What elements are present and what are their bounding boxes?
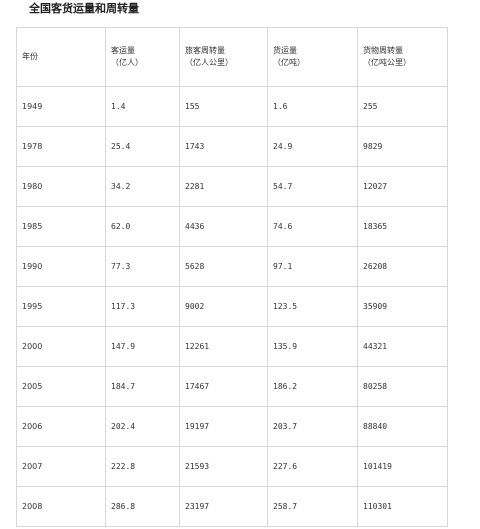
table-row: 1949 1.4 155 1.6 255 [16,86,448,127]
freight-cell: 1.6 [267,86,358,127]
freight-km-cell: 110301 [357,486,448,527]
freight-km-cell: 12027 [357,166,448,207]
freight-cell: 24.9 [267,126,358,167]
passenger-km-cell: 1743 [179,126,268,167]
year-cell: 1980 [16,166,106,207]
passenger-km-cell: 9002 [179,286,268,327]
passenger-km-cell: 4436 [179,206,268,247]
freight-km-cell: 9829 [357,126,448,167]
passenger-km-cell: 21593 [179,446,268,487]
year-cell: 1995 [16,286,106,327]
table-row: 1990 77.3 5628 97.1 26208 [16,246,448,287]
freight-cell: 258.7 [267,486,358,527]
header-passenger-km: 旅客周转量 （亿人公里） [179,27,268,87]
passengers-cell: 62.0 [105,206,180,247]
table-row: 2005 184.7 17467 186.2 80258 [16,366,448,407]
passengers-cell: 25.4 [105,126,180,167]
header-freight-km: 货物周转量 （亿吨公里） [357,27,448,87]
freight-cell: 54.7 [267,166,358,207]
freight-cell: 135.9 [267,326,358,367]
year-cell: 2000 [16,326,106,367]
passenger-km-cell: 19197 [179,406,268,447]
table-row: 1980 34.2 2281 54.7 12027 [16,166,448,207]
passengers-cell: 286.8 [105,486,180,527]
table-row: 1978 25.4 1743 24.9 9829 [16,126,448,167]
passenger-km-cell: 2281 [179,166,268,207]
year-cell: 1985 [16,206,106,247]
year-cell: 2007 [16,446,106,487]
passengers-cell: 147.9 [105,326,180,367]
passenger-km-cell: 23197 [179,486,268,527]
table-row: 2008 286.8 23197 258.7 110301 [16,486,448,527]
passenger-km-cell: 5628 [179,246,268,287]
passenger-km-cell: 17467 [179,366,268,407]
year-cell: 1949 [16,86,106,127]
table-row: 1985 62.0 4436 74.6 18365 [16,206,448,247]
freight-cell: 74.6 [267,206,358,247]
table-row: 1995 117.3 9002 123.5 35909 [16,286,448,327]
year-cell: 2005 [16,366,106,407]
passengers-cell: 77.3 [105,246,180,287]
header-freight: 货运量 （亿吨） [267,27,358,87]
freight-cell: 227.6 [267,446,358,487]
page-title: 全国客货运量和周转量 [29,2,139,15]
passengers-cell: 117.3 [105,286,180,327]
freight-cell: 97.1 [267,246,358,287]
passengers-cell: 184.7 [105,366,180,407]
year-cell: 2008 [16,486,106,527]
freight-km-cell: 88840 [357,406,448,447]
freight-cell: 123.5 [267,286,358,327]
freight-km-cell: 26208 [357,246,448,287]
freight-km-cell: 101419 [357,446,448,487]
freight-km-cell: 35909 [357,286,448,327]
transport-table: 年份 客运量 （亿人） 旅客周转量 （亿人公里） 货运量 （亿吨） 货物周转量 … [16,27,448,527]
freight-km-cell: 44321 [357,326,448,367]
passengers-cell: 202.4 [105,406,180,447]
passengers-cell: 222.8 [105,446,180,487]
freight-cell: 186.2 [267,366,358,407]
passenger-km-cell: 12261 [179,326,268,367]
year-cell: 2006 [16,406,106,447]
passengers-cell: 34.2 [105,166,180,207]
freight-km-cell: 255 [357,86,448,127]
header-year: 年份 [16,27,106,87]
passengers-cell: 1.4 [105,86,180,127]
table-header-row: 年份 客运量 （亿人） 旅客周转量 （亿人公里） 货运量 （亿吨） 货物周转量 … [16,27,448,87]
passenger-km-cell: 155 [179,86,268,127]
table-row: 2007 222.8 21593 227.6 101419 [16,446,448,487]
header-passengers: 客运量 （亿人） [105,27,180,87]
year-cell: 1990 [16,246,106,287]
table-row: 2006 202.4 19197 203.7 88840 [16,406,448,447]
year-cell: 1978 [16,126,106,167]
table-row: 2000 147.9 12261 135.9 44321 [16,326,448,367]
freight-cell: 203.7 [267,406,358,447]
freight-km-cell: 80258 [357,366,448,407]
freight-km-cell: 18365 [357,206,448,247]
